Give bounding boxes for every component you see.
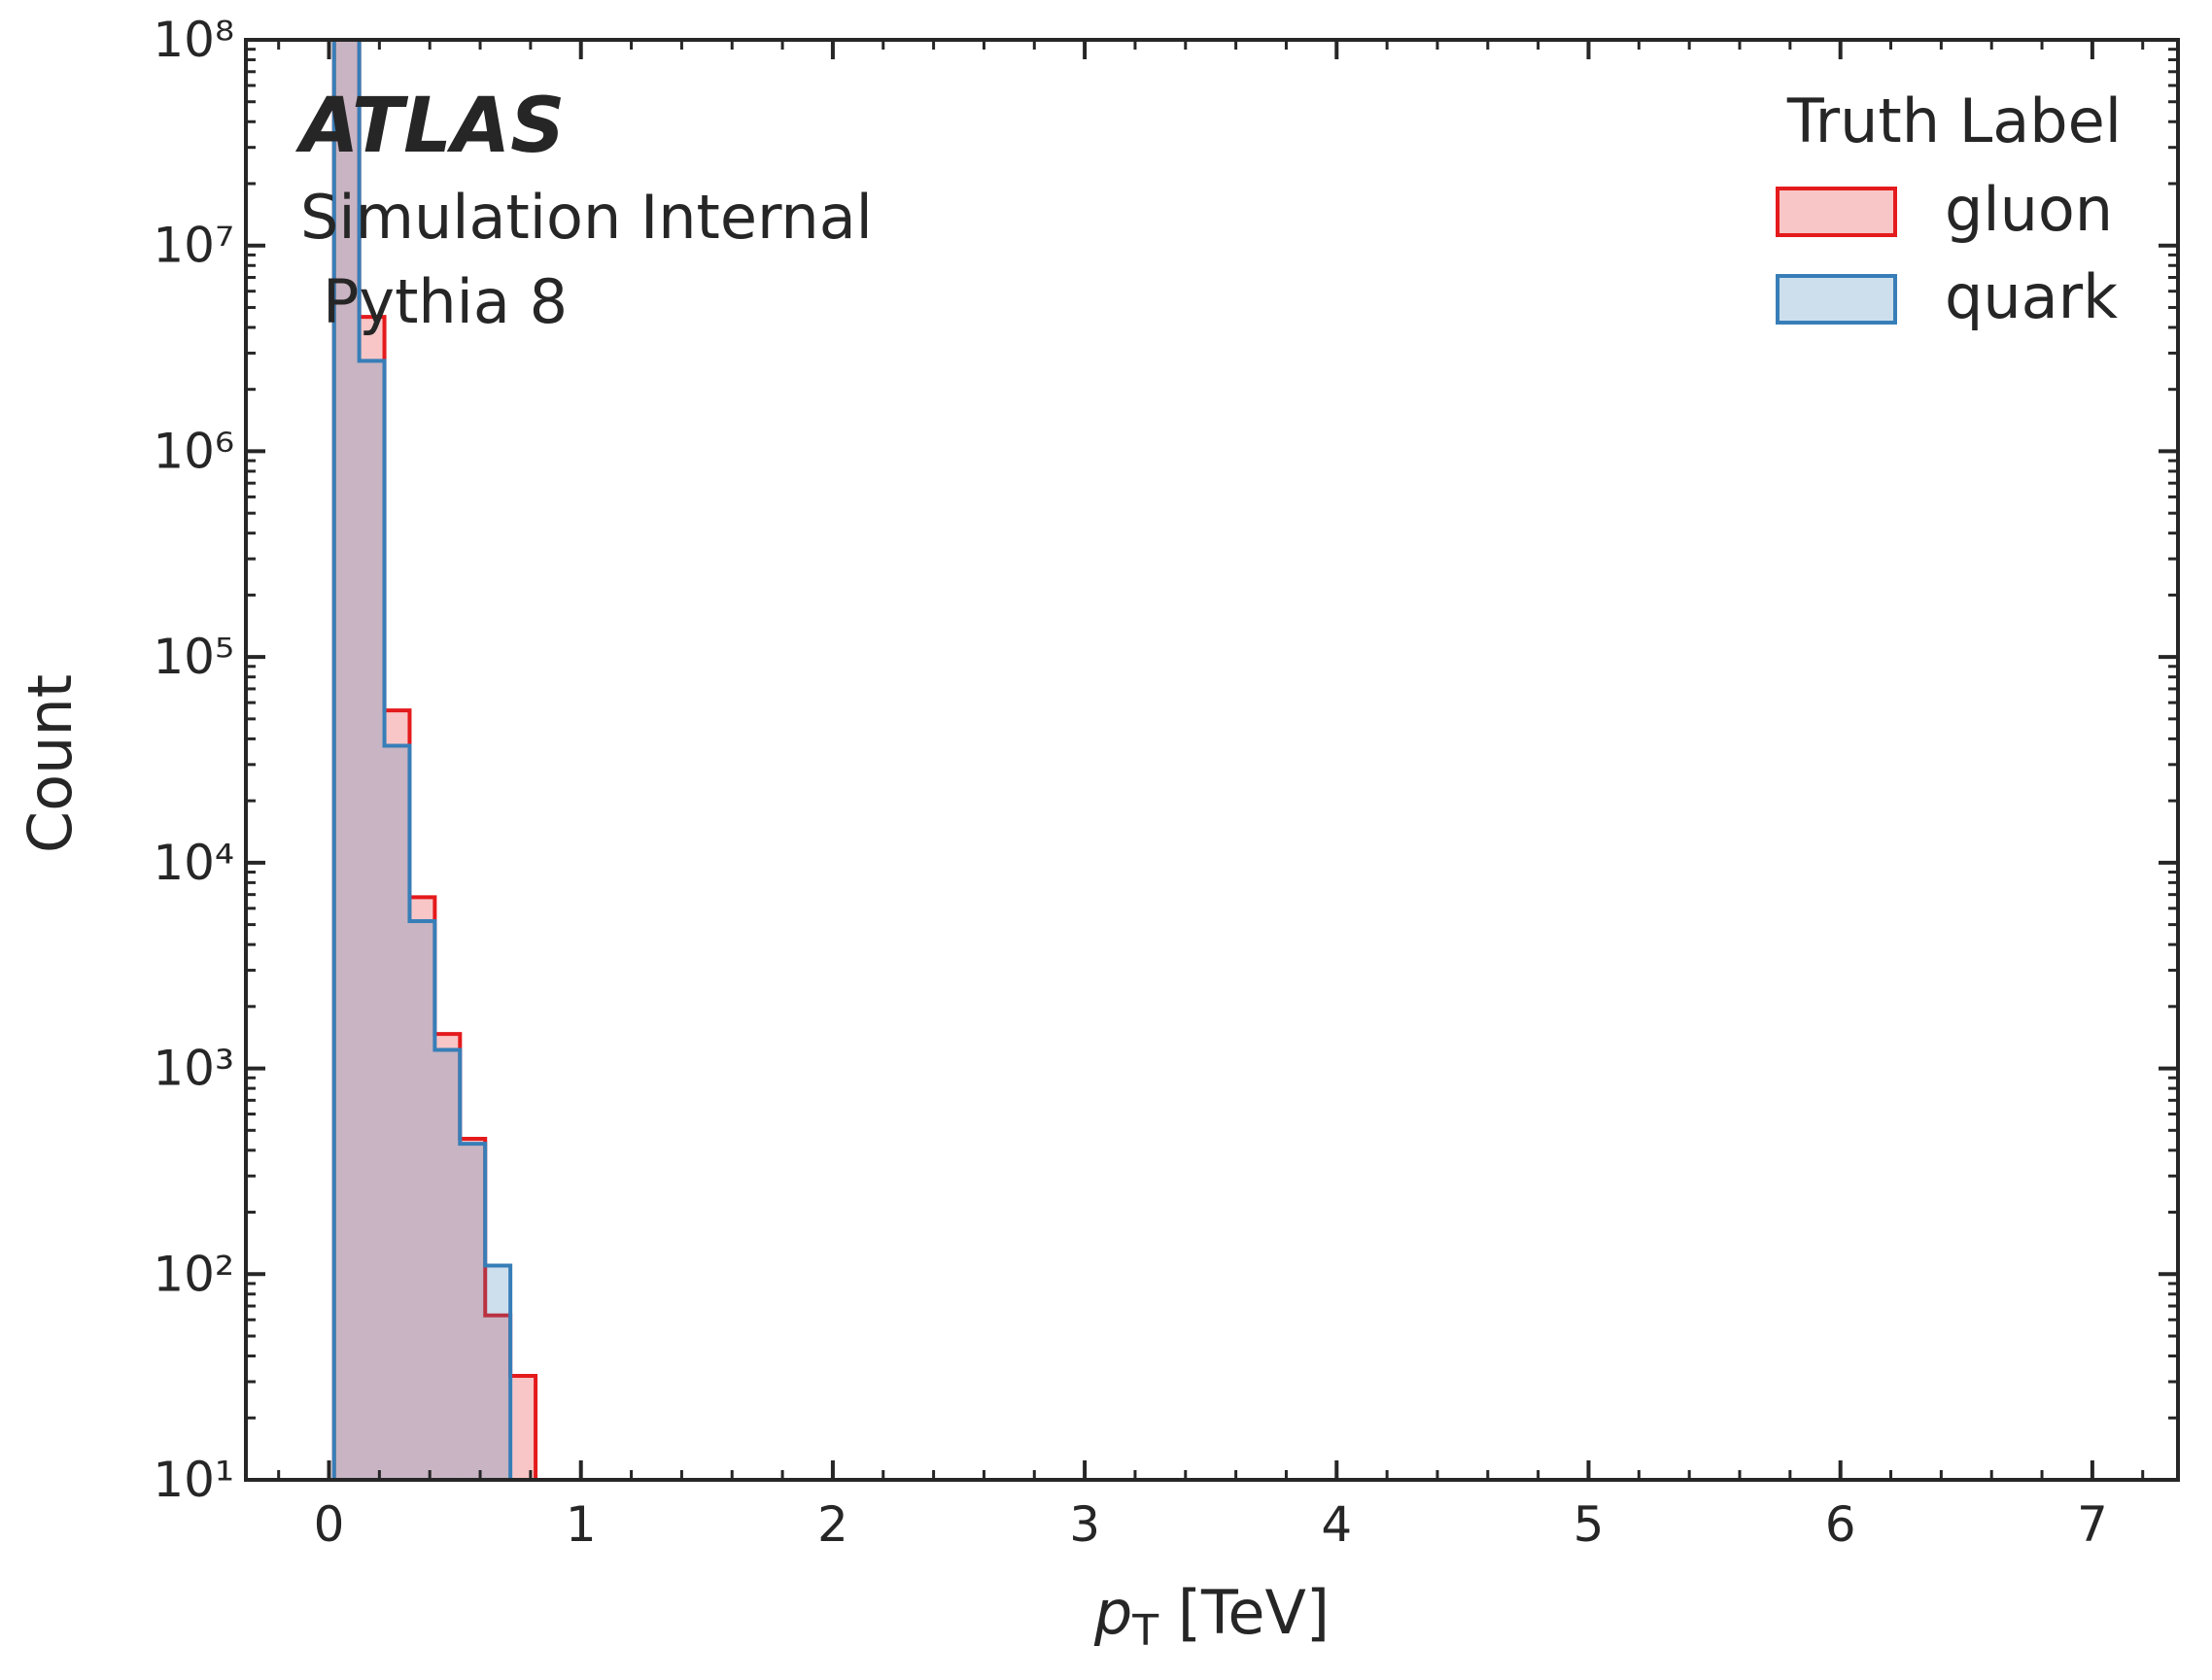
x-tick-label: 0 — [314, 1496, 345, 1553]
histogram-bar — [510, 1376, 536, 1480]
histogram-bar — [434, 1049, 461, 1480]
y-axis-label: Count — [15, 674, 86, 853]
generator-label: Pythia 8 — [323, 266, 568, 337]
x-tick-label: 2 — [817, 1496, 848, 1553]
x-tick-label: 4 — [1321, 1496, 1352, 1553]
y-tick-label: 10⁶ — [153, 423, 234, 479]
histogram-bar — [384, 745, 410, 1480]
histogram-bar — [485, 1265, 511, 1480]
step-outline — [331, 40, 536, 1480]
y-tick-label: 10¹ — [153, 1452, 234, 1508]
experiment-label: ATLAS — [294, 83, 565, 170]
histogram-bar — [434, 1034, 461, 1480]
histogram-bar — [359, 360, 385, 1480]
y-tick-label: 10⁴ — [153, 835, 234, 891]
legend-swatch — [1776, 187, 1897, 237]
y-tick-label: 10³ — [153, 1041, 234, 1097]
x-tick-label: 7 — [2077, 1496, 2108, 1553]
histogram-bar — [359, 317, 385, 1480]
legend-title: Truth Label — [1786, 86, 2122, 156]
x-axis-label: pT [TeV] — [1093, 1577, 1330, 1656]
x-axis-label-unit: [TeV] — [1158, 1577, 1330, 1648]
histogram-bar — [333, 40, 360, 1480]
histogram-bar — [333, 40, 360, 1480]
x-tick-label: 5 — [1573, 1496, 1605, 1553]
y-tick-label: 10⁷ — [153, 218, 234, 274]
y-tick-label: 10⁸ — [153, 12, 234, 68]
legend-swatch — [1776, 274, 1897, 325]
x-tick-label: 6 — [1825, 1496, 1856, 1553]
histogram-bar — [409, 920, 435, 1480]
x-axis-label-sub: T — [1131, 1606, 1158, 1656]
axes-frame — [244, 38, 2180, 1482]
histogram-bar — [460, 1138, 486, 1480]
x-tick-label: 3 — [1069, 1496, 1100, 1553]
subtitle: Simulation Internal — [300, 182, 873, 253]
plot-area — [331, 40, 538, 1480]
legend-label: quark — [1945, 261, 2118, 332]
legend-label: gluon — [1945, 174, 2113, 245]
histogram-bar — [409, 897, 435, 1480]
histogram-bar — [384, 710, 410, 1480]
histogram-bar — [460, 1144, 486, 1480]
y-tick-label: 10² — [153, 1246, 234, 1302]
x-tick-label: 1 — [566, 1496, 597, 1553]
histogram-bar — [485, 1315, 511, 1480]
x-axis-label-var: p — [1093, 1577, 1132, 1648]
y-tick-label: 10⁵ — [153, 629, 234, 685]
